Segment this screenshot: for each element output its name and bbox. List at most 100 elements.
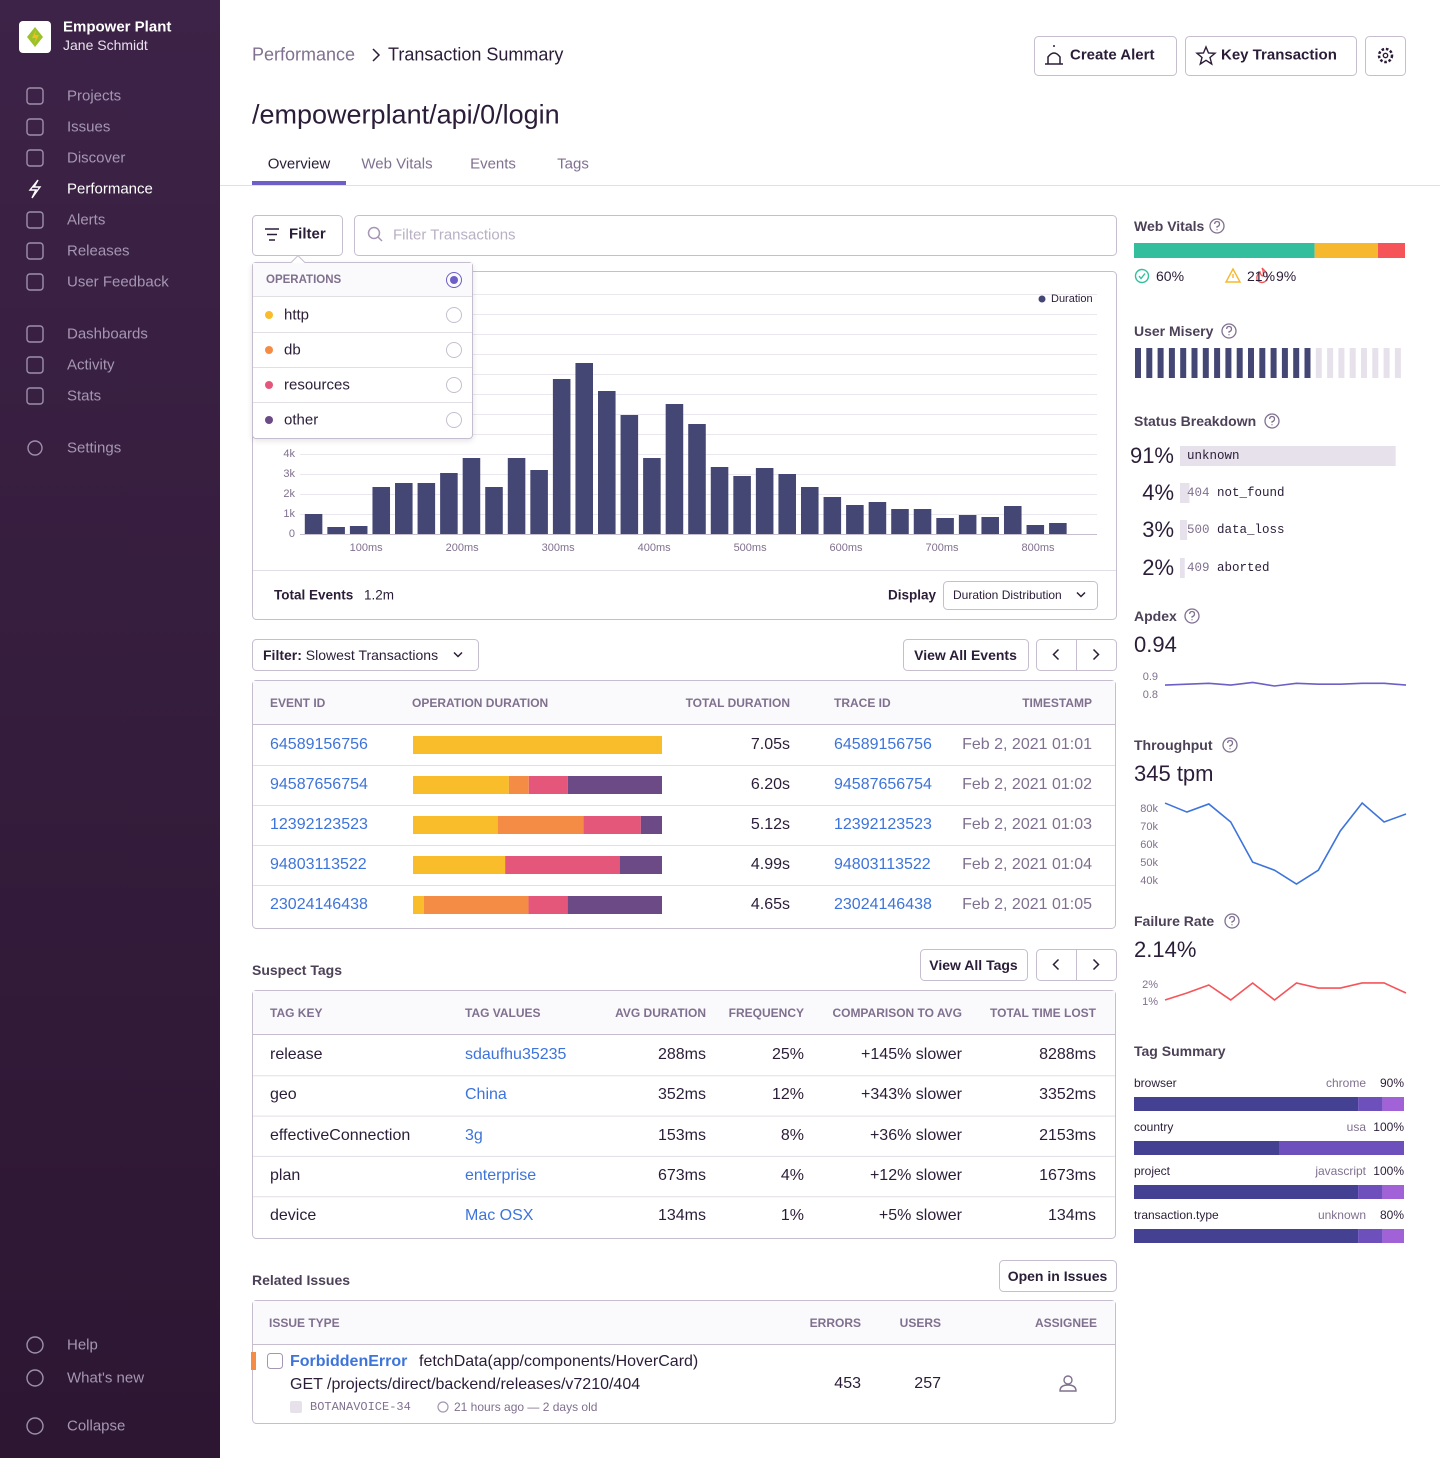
tag-value-link[interactable]: sdaufhu35235 (465, 1046, 566, 1064)
tag-top-value: usa (1347, 1120, 1366, 1134)
breadcrumb-link[interactable]: Performance (252, 45, 355, 66)
operation-dot (265, 416, 273, 424)
column-header: AVG DURATION (615, 1006, 706, 1020)
column-header: EVENT ID (270, 696, 325, 710)
nav-item[interactable]: Performance (67, 181, 153, 198)
y-tick-label: 80k (1140, 803, 1158, 815)
button-label[interactable]: Filter (289, 226, 326, 243)
column-header: COMPARISON TO AVG (832, 1006, 962, 1020)
tag-cell: effectiveConnection (270, 1127, 410, 1145)
tag-value-link[interactable]: Mac OSX (465, 1207, 533, 1225)
nav-item[interactable]: Collapse (67, 1418, 125, 1435)
tag-cell: 2153ms (1039, 1127, 1096, 1145)
trace-id-link[interactable]: 94803113522 (834, 856, 931, 874)
operation-option[interactable]: other (284, 412, 318, 429)
tag-cell: +5% slower (879, 1207, 962, 1225)
status-label: 500 data_loss (1187, 523, 1285, 537)
event-id-link[interactable]: 12392123523 (270, 816, 368, 834)
column-header: TAG VALUES (465, 1006, 541, 1020)
status-code: 404 (1187, 486, 1210, 500)
nav-item[interactable]: Alerts (67, 212, 105, 229)
button-label[interactable]: View All Events (914, 647, 1017, 663)
tag-cell: device (270, 1207, 316, 1225)
trace-id-link[interactable]: 23024146438 (834, 896, 932, 914)
issue-culprit: fetchData(app/components/HoverCard) (419, 1353, 698, 1371)
nav-item[interactable]: Help (67, 1337, 98, 1354)
nav-item[interactable]: What's new (67, 1370, 144, 1387)
operation-option[interactable]: http (284, 307, 309, 324)
events-filter[interactable]: Filter: Slowest Transactions (263, 647, 438, 663)
tab[interactable]: Events (470, 156, 516, 173)
tag-value-link[interactable]: China (465, 1086, 507, 1104)
timestamp: Feb 2, 2021 01:02 (962, 776, 1092, 794)
button-label[interactable]: Create Alert (1070, 47, 1154, 64)
metric-value: 0.94 (1134, 632, 1177, 658)
trace-id-link[interactable]: 12392123523 (834, 816, 932, 834)
x-tick-label: 300ms (542, 542, 575, 554)
dropdown-divider (253, 402, 472, 403)
vitals-label: 9% (1276, 268, 1296, 284)
timestamp: Feb 2, 2021 01:05 (962, 896, 1092, 914)
nav-item[interactable]: Settings (67, 440, 121, 457)
tab[interactable]: Tags (557, 156, 589, 173)
nav-item[interactable]: Releases (67, 243, 130, 260)
trace-id-link[interactable]: 94587656754 (834, 776, 932, 794)
y-tick-label: 50k (1140, 857, 1158, 869)
event-id-link[interactable]: 64589156756 (270, 736, 368, 754)
event-id-link[interactable]: 23024146438 (270, 896, 368, 914)
column-header: USERS (900, 1316, 941, 1330)
trace-id-link[interactable]: 64589156756 (834, 736, 932, 754)
nav-item[interactable]: User Feedback (67, 274, 169, 291)
tag-top-value: javascript (1315, 1164, 1366, 1178)
status-label: unknown (1187, 449, 1240, 463)
tab[interactable]: Web Vitals (361, 156, 432, 173)
breadcrumb-current: Transaction Summary (388, 45, 563, 66)
tag-percent: 80% (1380, 1208, 1404, 1222)
nav-item[interactable]: Dashboards (67, 326, 148, 343)
x-tick-label: 200ms (446, 542, 479, 554)
issue-age: 21 hours ago — 2 days old (454, 1400, 597, 1414)
tag-cell: 8% (781, 1127, 804, 1145)
status-percent: 4% (1142, 480, 1174, 506)
radio[interactable] (446, 342, 462, 358)
nav-item[interactable]: Issues (67, 119, 110, 136)
nav-item[interactable]: Activity (67, 357, 115, 374)
page-title: /empowerplant/api/0/login (252, 100, 560, 131)
operation-dot (265, 346, 273, 354)
tag-cell: +36% slower (870, 1127, 962, 1145)
tag-cell: 4% (781, 1167, 804, 1185)
status-code: 409 (1187, 561, 1210, 575)
operation-option[interactable]: db (284, 342, 301, 359)
x-tick-label: 100ms (350, 542, 383, 554)
display-value[interactable]: Duration Distribution (953, 588, 1062, 602)
search-placeholder[interactable]: Filter Transactions (393, 227, 516, 244)
tag-value-link[interactable]: 3g (465, 1127, 483, 1145)
tag-key: transaction.type (1134, 1208, 1219, 1222)
button-label[interactable]: Key Transaction (1221, 47, 1337, 64)
tag-cell: 288ms (658, 1046, 706, 1064)
radio[interactable] (446, 307, 462, 323)
nav-item[interactable]: Projects (67, 88, 121, 105)
operation-option[interactable]: resources (284, 377, 350, 394)
status-name: unknown (1187, 449, 1240, 463)
y-tick-label: 1% (1142, 996, 1158, 1008)
total-duration: 4.99s (751, 856, 790, 874)
tag-value-link[interactable]: enterprise (465, 1167, 536, 1185)
tag-key: project (1134, 1164, 1170, 1178)
radio[interactable] (446, 377, 462, 393)
legend-label: Duration (1051, 293, 1093, 305)
event-id-link[interactable]: 94803113522 (270, 856, 367, 874)
status-percent: 2% (1142, 555, 1174, 581)
button-label[interactable]: Open in Issues (1008, 1268, 1108, 1284)
tag-percent: 90% (1380, 1076, 1404, 1090)
event-id-link[interactable]: 94587656754 (270, 776, 368, 794)
nav-item[interactable]: Stats (67, 388, 101, 405)
issue-users: 257 (914, 1375, 941, 1393)
column-header: FREQUENCY (729, 1006, 804, 1020)
tab[interactable]: Overview (268, 156, 331, 173)
radio[interactable] (446, 412, 462, 428)
tag-key: browser (1134, 1076, 1177, 1090)
issue-type-link[interactable]: ForbiddenError (290, 1353, 407, 1371)
nav-item[interactable]: Discover (67, 150, 125, 167)
button-label[interactable]: View All Tags (929, 957, 1017, 973)
